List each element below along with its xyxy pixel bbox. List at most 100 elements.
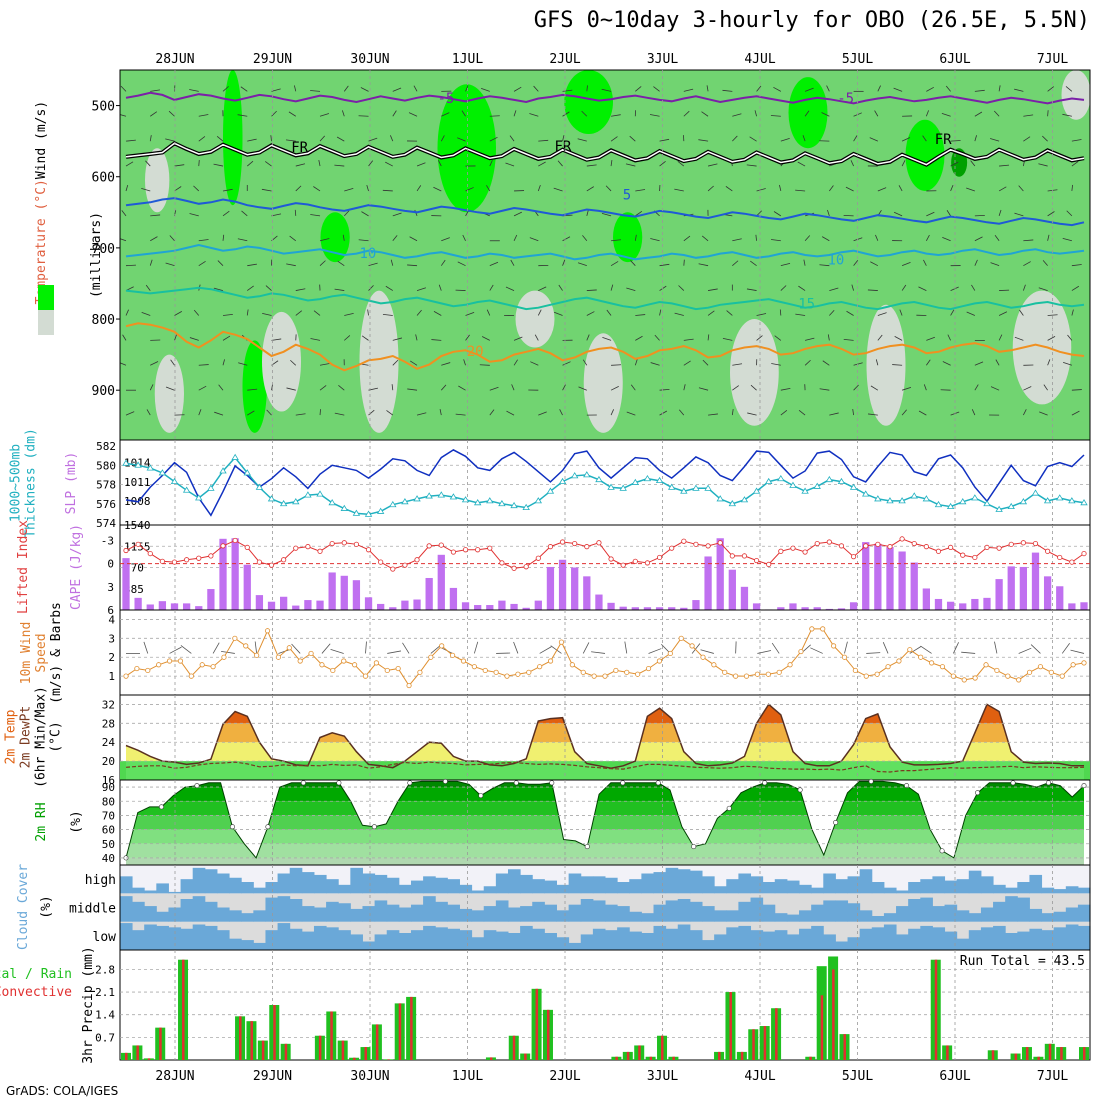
cloud-cover-bar bbox=[301, 931, 315, 950]
wind-barb bbox=[562, 259, 566, 266]
wind-barb bbox=[413, 85, 418, 92]
wind-barb bbox=[149, 384, 154, 391]
cloud-cover-bar bbox=[1077, 904, 1091, 922]
wind-barb bbox=[846, 310, 854, 316]
cloud-cover-bar bbox=[447, 904, 460, 922]
cape-bar bbox=[886, 547, 894, 610]
cloud-cover-bar bbox=[1041, 913, 1055, 922]
wind-tick-label: 4 bbox=[108, 613, 115, 626]
wind-barb bbox=[750, 384, 757, 391]
wind-barb bbox=[241, 210, 248, 217]
wind-barb bbox=[213, 163, 224, 167]
wind-barb bbox=[365, 641, 367, 654]
cape-bar bbox=[716, 538, 724, 610]
wind-barb bbox=[529, 113, 539, 117]
thickness-point bbox=[304, 491, 312, 498]
wind-speed-point bbox=[928, 660, 935, 666]
thickness-point bbox=[1043, 497, 1052, 504]
wind-barb bbox=[1023, 386, 1032, 391]
cape-bar bbox=[413, 599, 421, 610]
rh-zone bbox=[905, 119, 945, 191]
wind-barb bbox=[701, 111, 709, 117]
cloud-cover-bar bbox=[714, 934, 727, 950]
wind-speed-point bbox=[765, 671, 771, 677]
wind-barb bbox=[510, 259, 515, 266]
wind-barb bbox=[121, 210, 127, 217]
cloud-cover-bar bbox=[532, 901, 545, 922]
precip-convective-bar bbox=[159, 1027, 162, 1060]
cloud-cover-bar bbox=[653, 872, 667, 894]
cloud-cover-bar bbox=[883, 913, 897, 922]
wind-barb bbox=[262, 312, 272, 316]
wind-barb bbox=[433, 186, 442, 192]
cloud-cover-bar bbox=[714, 910, 727, 922]
cloud-cover-bar bbox=[592, 876, 606, 894]
wind-barb bbox=[294, 209, 297, 216]
wind-speed-point bbox=[700, 654, 706, 660]
wind-barb bbox=[1047, 234, 1050, 241]
wind-barb bbox=[310, 338, 321, 341]
rh-band bbox=[126, 857, 1084, 865]
cape-bar bbox=[571, 567, 579, 610]
wind-barb bbox=[756, 313, 767, 316]
cape-bar bbox=[461, 602, 470, 610]
contour-label: 10 bbox=[360, 246, 377, 262]
cloud-cover-bar bbox=[968, 870, 982, 894]
cloud-cover-bar bbox=[253, 910, 266, 922]
cloud-cover-bar bbox=[119, 876, 133, 894]
wind-barb bbox=[893, 211, 903, 217]
lifted-index-point bbox=[923, 544, 929, 550]
wind-barb bbox=[125, 161, 134, 167]
wind-speed-point bbox=[352, 662, 358, 668]
thickness-point bbox=[207, 484, 215, 491]
wind-speed-point bbox=[874, 671, 880, 677]
wind-barb bbox=[853, 384, 859, 391]
wind-barb bbox=[998, 334, 1003, 341]
cloud-cover-bar bbox=[313, 907, 327, 922]
contour-label: 20 bbox=[467, 344, 484, 360]
wind-barb bbox=[463, 359, 466, 366]
lifted-index-point bbox=[681, 538, 687, 544]
wind-barb bbox=[732, 260, 739, 266]
wind-barb bbox=[851, 284, 854, 291]
cloud-cover-bar bbox=[1077, 925, 1091, 950]
wind-speed-point bbox=[166, 658, 173, 664]
cloud-cover-bar bbox=[689, 930, 703, 950]
precip-convective-bar bbox=[729, 992, 732, 1060]
cloud-cover-bar bbox=[495, 873, 509, 894]
wind-speed-point bbox=[264, 628, 271, 634]
precip-convective-bar bbox=[353, 1057, 356, 1060]
pressure-tick-label: 600 bbox=[92, 171, 115, 186]
thickness-point bbox=[704, 484, 712, 491]
cloud-cover-bar bbox=[702, 876, 715, 894]
wind-speed-point bbox=[362, 673, 369, 679]
wind-barb bbox=[756, 188, 766, 192]
cape-bar bbox=[959, 603, 967, 610]
cape-bar bbox=[231, 538, 239, 610]
wind-barb bbox=[610, 409, 615, 416]
cloud-cover-bar bbox=[738, 873, 752, 894]
wind-barb bbox=[757, 650, 772, 654]
thickness-point bbox=[922, 495, 931, 502]
cloud-cover-bar bbox=[156, 925, 169, 950]
wind-speed-point bbox=[384, 667, 390, 674]
wind-barb bbox=[875, 234, 879, 241]
wind-barb bbox=[920, 645, 932, 654]
thickness-point bbox=[631, 478, 640, 485]
wind-barb bbox=[562, 236, 571, 242]
wind-barb bbox=[120, 85, 127, 92]
wind-barb bbox=[950, 184, 954, 192]
wind-barb bbox=[319, 135, 326, 142]
wind-barb bbox=[722, 337, 733, 341]
cloud-cover-bar bbox=[156, 911, 169, 922]
date-label-top: 7JUL bbox=[1037, 52, 1068, 67]
cape-bar bbox=[486, 605, 494, 610]
wind-barb bbox=[193, 309, 200, 316]
cloud-cover-bar bbox=[471, 937, 485, 950]
lifted-index-point bbox=[268, 562, 275, 568]
wind-barb bbox=[489, 261, 499, 267]
wind-barb bbox=[822, 360, 830, 366]
cloud-cover-bar bbox=[823, 873, 836, 894]
cape-bar bbox=[1043, 576, 1052, 610]
cape-bar bbox=[352, 580, 361, 610]
